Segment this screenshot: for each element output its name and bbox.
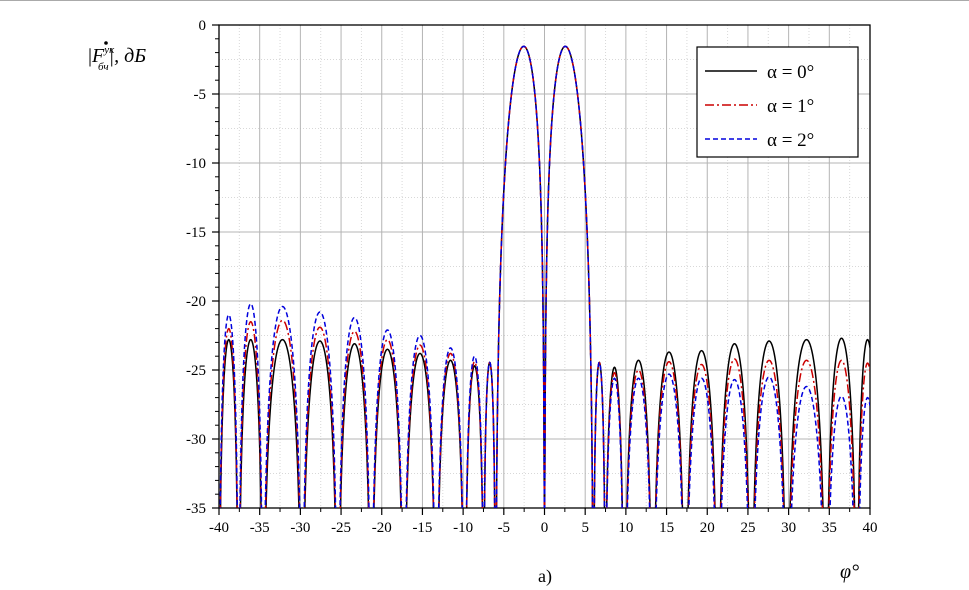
x-tick-label: 40	[863, 520, 878, 536]
x-tick-label: -30	[290, 520, 310, 536]
x-tick-label: -10	[453, 520, 473, 536]
x-tick-label: -25	[331, 520, 351, 536]
x-tick-label: 10	[618, 520, 633, 536]
x-tick-label: -5	[498, 520, 511, 536]
x-axis-label: φ°	[840, 561, 859, 583]
x-tick-label: -35	[250, 520, 270, 536]
series-layer	[219, 45, 870, 508]
x-tick-label: 5	[581, 520, 589, 536]
y-tick-label: -10	[186, 156, 206, 172]
series-line-1	[219, 45, 870, 508]
series-line-2	[219, 45, 870, 508]
y-label-dot	[104, 41, 108, 45]
legend-label: α = 2°	[767, 130, 814, 151]
y-tick-label: 0	[199, 18, 207, 34]
x-tick-label: 0	[541, 520, 549, 536]
y-tick-label: -15	[186, 225, 206, 241]
x-tick-label: 30	[781, 520, 796, 536]
y-axis: 0 -5 -10 -15 -20 -25 -30 -35	[186, 18, 219, 517]
x-axis: -40 -35 -30 -25 -20 -15 -10 -5 0 5 10 15 20 25 30 35 40	[209, 508, 878, 536]
x-tick-label: 15	[659, 520, 674, 536]
y-tick-label: -35	[186, 501, 206, 517]
x-tick-label: -40	[209, 520, 229, 536]
figure-caption: а)	[538, 566, 552, 587]
y-tick-label: -30	[186, 432, 206, 448]
series-line-0	[219, 45, 870, 508]
y-tick-label: -25	[186, 363, 206, 379]
y-tick-label: -5	[194, 87, 207, 103]
legend: α = 0° α = 1° α = 2°	[696, 46, 859, 158]
legend-label: α = 1°	[767, 96, 814, 117]
y-axis-label: |Fук бч|, дБ	[88, 44, 146, 73]
x-tick-label: 35	[822, 520, 837, 536]
x-tick-label: -15	[412, 520, 432, 536]
y-tick-label: -20	[186, 294, 206, 310]
x-tick-label: 25	[740, 520, 755, 536]
x-tick-label: 20	[700, 520, 715, 536]
x-tick-label: -20	[372, 520, 392, 536]
legend-label: α = 0°	[767, 62, 814, 83]
